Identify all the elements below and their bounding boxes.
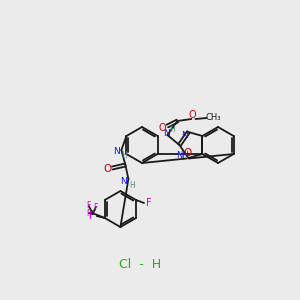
Text: Cl  -  H: Cl - H <box>119 259 161 272</box>
Text: H: H <box>130 181 135 190</box>
Text: CH₃: CH₃ <box>206 113 221 122</box>
Text: O: O <box>189 110 196 120</box>
Text: N: N <box>120 178 127 187</box>
Text: F: F <box>94 202 98 211</box>
Text: H: H <box>122 151 127 160</box>
Text: NH: NH <box>176 151 189 160</box>
Text: H: H <box>169 125 175 134</box>
Text: O: O <box>184 148 192 158</box>
Text: C: C <box>90 210 95 216</box>
Text: F: F <box>87 202 91 211</box>
Text: F: F <box>87 208 91 217</box>
Text: O: O <box>103 164 112 174</box>
Text: N: N <box>163 130 170 139</box>
Text: N: N <box>113 148 120 157</box>
Text: F: F <box>89 211 94 221</box>
Text: N: N <box>181 131 188 140</box>
Text: O: O <box>159 123 166 133</box>
Text: F: F <box>146 198 152 208</box>
